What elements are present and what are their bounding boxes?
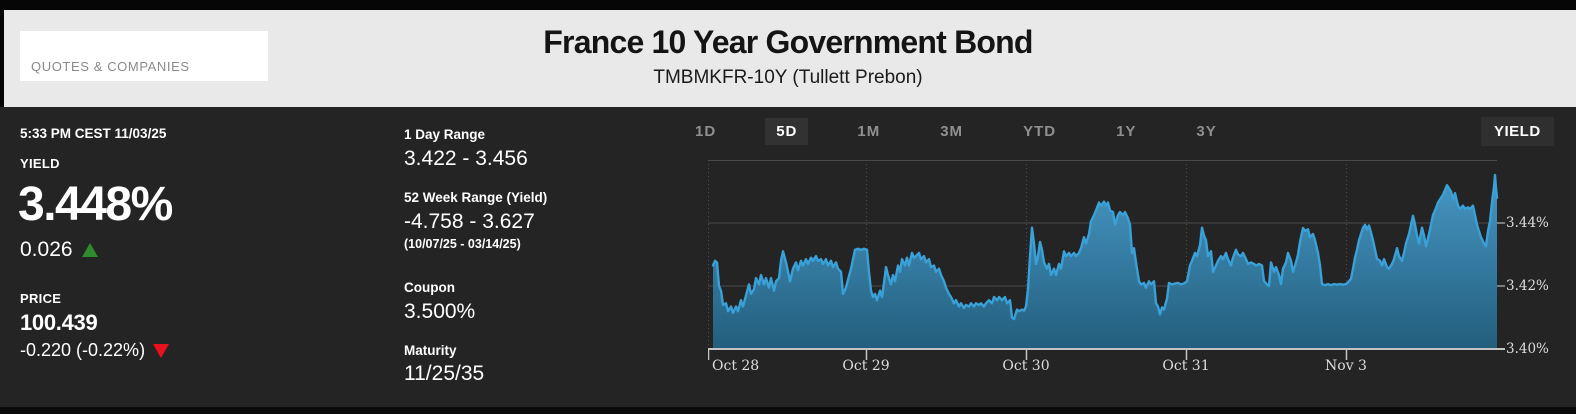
52-week-range-value: -4.758 - 3.627 <box>404 210 535 233</box>
maturity-label: Maturity <box>404 343 457 358</box>
chart-range-tabs: 1D 5D 1M 3M YTD 1Y 3Y <box>684 117 1228 145</box>
chart-range-tab-3y[interactable]: 3Y <box>1196 122 1217 140</box>
up-triangle-icon <box>81 243 98 257</box>
x-axis-label: Oct 31 <box>1162 358 1210 374</box>
price-change-value: -0.220 (-0.22%) <box>20 340 146 360</box>
one-day-range-value: 3.422 - 3.456 <box>404 147 528 170</box>
bottom-black-bar <box>0 407 1576 414</box>
x-axis-label: Oct 29 <box>842 358 890 374</box>
chart-range-tab-1m[interactable]: 1M <box>857 122 881 140</box>
52-week-range-label: 52 Week Range (Yield) <box>404 190 548 205</box>
price-value: 100.439 <box>20 310 98 335</box>
quotes-and-companies-button[interactable]: QUOTES & COMPANIES <box>20 31 268 81</box>
x-axis-label: Nov 3 <box>1325 358 1367 374</box>
yield-toggle-button[interactable]: YIELD <box>1481 117 1554 146</box>
maturity-value: 11/25/35 <box>404 362 485 385</box>
price-change: -0.220 (-0.22%) <box>20 340 170 361</box>
y-axis-label: 3.44% <box>1506 215 1549 231</box>
x-axis-label: Oct 28 <box>712 358 760 374</box>
quote-timestamp: 5:33 PM CEST 11/03/25 <box>20 126 167 141</box>
title-block: France 10 Year Government Bond TMBMKFR-1… <box>300 24 1276 89</box>
52-week-range-dates: (10/07/25 - 03/14/25) <box>404 237 521 251</box>
one-day-range-label: 1 Day Range <box>404 127 486 142</box>
chart-range-tab-1y[interactable]: 1Y <box>1116 122 1137 140</box>
page-title: France 10 Year Government Bond <box>543 24 1033 60</box>
page-header: QUOTES & COMPANIES France 10 Year Govern… <box>0 10 1576 107</box>
chart-range-tab-ytd[interactable]: YTD <box>1023 122 1057 140</box>
price-chart-svg[interactable] <box>708 160 1508 365</box>
chart-range-tab-3m[interactable]: 3M <box>940 122 964 140</box>
y-axis-label: 3.40% <box>1506 341 1549 357</box>
yield-change-value: 0.026 <box>20 238 73 261</box>
chart-range-tab-1d[interactable]: 1D <box>695 122 717 140</box>
y-axis-label: 3.42% <box>1506 278 1549 294</box>
x-axis-label: Oct 30 <box>1002 358 1050 374</box>
page-subtitle: TMBMKFR-10Y (Tullett Prebon) <box>653 67 923 88</box>
quotes-and-companies-label: QUOTES & COMPANIES <box>31 59 190 74</box>
price-label: PRICE <box>20 291 62 306</box>
yield-change: 0.026 <box>20 238 98 262</box>
down-triangle-icon <box>153 343 170 358</box>
yield-value: 3.448% <box>18 178 173 231</box>
top-black-bar <box>0 0 1576 10</box>
header-left-strip <box>0 0 4 107</box>
chart-range-tab-5d[interactable]: 5D <box>765 117 809 145</box>
coupon-value: 3.500% <box>404 300 476 323</box>
coupon-label: Coupon <box>404 280 455 295</box>
yield-label: YIELD <box>20 156 60 171</box>
